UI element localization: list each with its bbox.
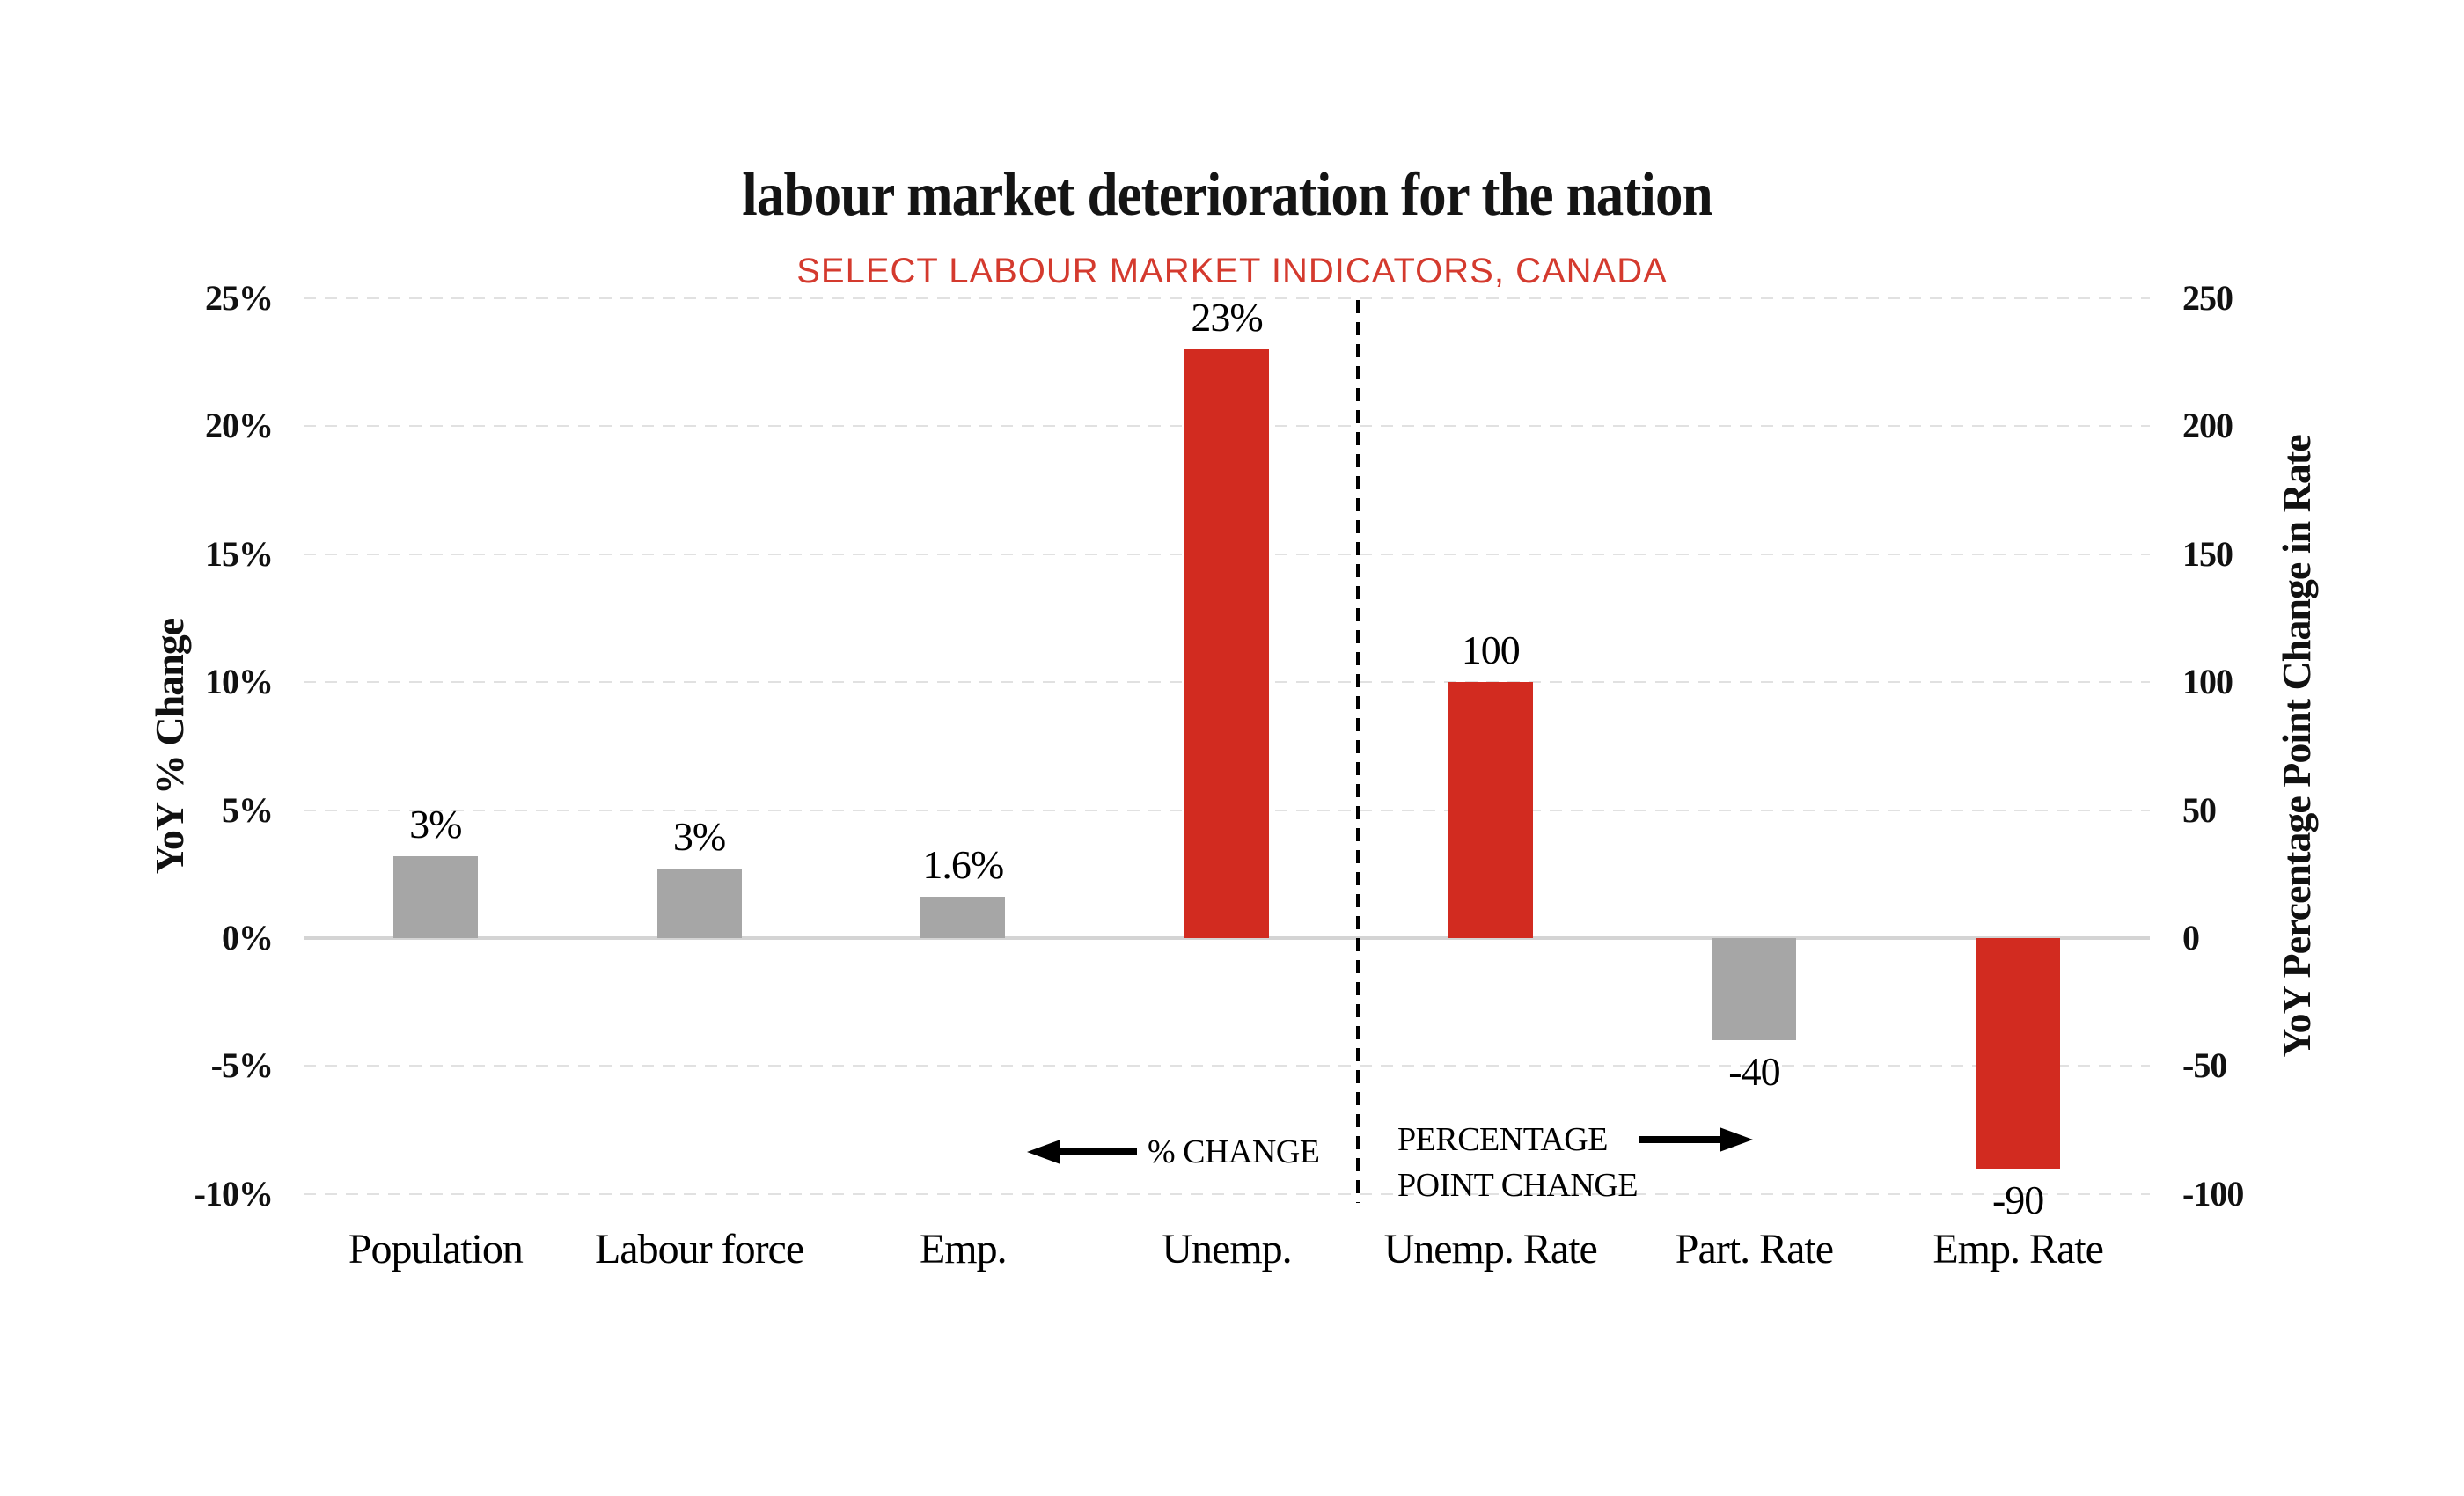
percent-change-annotation: % CHANGE (1148, 1133, 1320, 1170)
percentage-point-change-annotation-line2: POINT CHANGE (1397, 1167, 1639, 1204)
category-label-unemp-rate: Unemp. Rate (1383, 1226, 1598, 1272)
bar-value-label-unemp: 23% (1191, 295, 1263, 341)
right-axis-tick-label: -100 (2182, 1173, 2244, 1214)
right-axis-tick-label: -50 (2182, 1045, 2227, 1086)
left-arrow-shaft (1056, 1148, 1137, 1155)
left-axis-tick-label: 25% (205, 277, 274, 318)
bar-value-label-part-rate: -40 (1728, 1049, 1780, 1095)
chart-subtitle: SELECT LABOUR MARKET INDICATORS, CANADA (796, 252, 1668, 290)
bar-emp (920, 897, 1006, 938)
bar-value-label-emp: 1.6% (922, 842, 1004, 888)
left-axis-tick-label: -5% (210, 1045, 274, 1086)
percentage-point-change-annotation-line1: PERCENTAGE (1397, 1121, 1608, 1158)
category-label-unemp: Unemp. (1162, 1226, 1292, 1272)
bar-part-rate (1712, 938, 1797, 1041)
bar-value-label-emp-rate: -90 (1991, 1177, 2044, 1222)
category-label-population: Population (348, 1226, 524, 1272)
bar-value-label-labour-force: 3% (672, 814, 726, 860)
left-axis-tick-label: 15% (205, 533, 274, 574)
zero-gridline (304, 936, 2150, 940)
gridline (304, 1065, 2150, 1067)
bar-population (392, 855, 478, 938)
right-arrow-shaft (1639, 1136, 1720, 1143)
left-axis-tick-label: 10% (205, 662, 274, 702)
bar-value-label-unemp-rate: 100 (1461, 627, 1521, 673)
category-label-labour-force: Labour force (594, 1226, 804, 1272)
right-arrow-icon (1720, 1127, 1753, 1152)
gridline (304, 297, 2150, 299)
category-label-emp-rate: Emp. Rate (1932, 1226, 2104, 1272)
right-axis-tick-label: 150 (2182, 533, 2233, 574)
bar-emp-rate (1976, 938, 2061, 1169)
left-axis-tick-label: -10% (194, 1173, 274, 1214)
bar-unemp-rate (1448, 682, 1533, 938)
left-axis-tick-label: 5% (222, 789, 274, 830)
category-label-part-rate: Part. Rate (1675, 1226, 1834, 1272)
left-axis-tick-label: 20% (205, 406, 274, 446)
right-axis-tick-label: 250 (2182, 277, 2233, 318)
category-label-emp: Emp. (919, 1226, 1008, 1272)
bar-unemp (1184, 349, 1269, 938)
left-axis-tick-label: 0% (222, 918, 274, 957)
axis-separator-dashed-line (1356, 300, 1360, 1203)
right-axis-tick-label: 0 (2182, 918, 2200, 957)
right-axis-tick-label: 50 (2182, 789, 2217, 830)
chart-title: labour market deterioration for the nati… (0, 160, 2455, 231)
gridline (304, 1192, 2150, 1195)
bar-value-label-population: 3% (409, 801, 462, 847)
right-axis-tick-label: 100 (2182, 662, 2233, 702)
bar-labour-force (656, 869, 742, 938)
right-axis-tick-label: 200 (2182, 406, 2233, 446)
chart-title-text: labour market deterioration for the nati… (742, 161, 1713, 229)
left-arrow-icon (1027, 1140, 1060, 1164)
